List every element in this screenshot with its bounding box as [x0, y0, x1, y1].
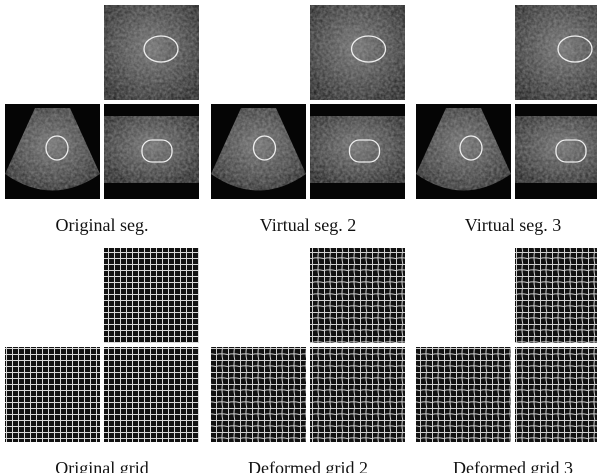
caption: Virtual seg. 2: [260, 215, 356, 235]
grid-image: [310, 248, 405, 343]
caption: Deformed grid 2: [248, 458, 368, 473]
ultrasound-noise: [104, 116, 199, 183]
grid-image: [310, 347, 405, 442]
panel: Virtual seg. 2: [211, 5, 405, 235]
grid-image: [5, 347, 100, 442]
panel: Original seg.: [5, 5, 199, 235]
grid-image: [416, 347, 511, 442]
figure: Original seg. Virtual seg. 2 Virtual seg. …: [0, 0, 597, 473]
caption: Deformed grid 3: [453, 458, 573, 473]
ultrasound-noise: [104, 5, 199, 100]
caption: Original grid: [55, 458, 148, 473]
grid-image: [211, 347, 306, 442]
grid-image: [104, 347, 199, 442]
caption: Virtual seg. 3: [465, 215, 561, 235]
ultrasound-noise: [310, 5, 405, 100]
grid-image: [104, 248, 199, 343]
panel: Virtual seg. 3: [416, 5, 597, 235]
panel: Deformed grid 3: [416, 248, 597, 473]
caption: Original seg.: [56, 215, 149, 235]
panel: Original grid: [5, 248, 199, 473]
ultrasound-noise: [515, 5, 597, 100]
ultrasound-noise: [310, 116, 405, 183]
panel: Deformed grid 2: [211, 248, 405, 473]
grid-image: [515, 347, 597, 442]
grid-image: [515, 248, 597, 343]
